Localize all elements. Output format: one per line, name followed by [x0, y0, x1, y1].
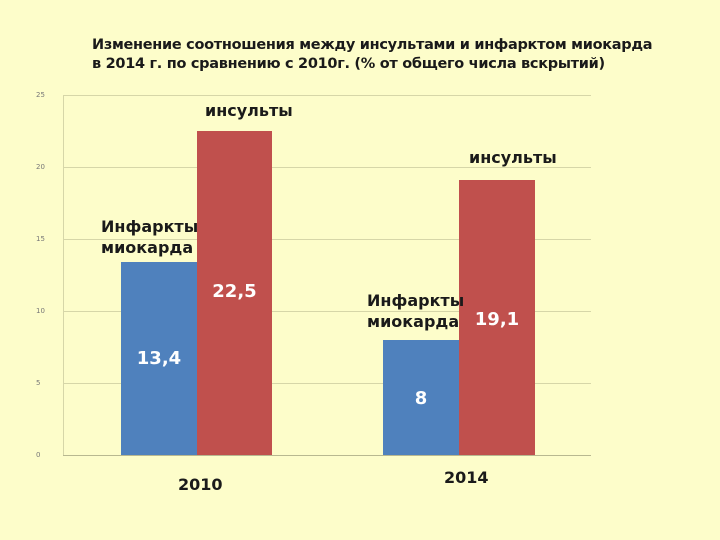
- y-tick-15: 15: [36, 235, 45, 243]
- y-tick-20: 20: [36, 163, 45, 171]
- gridline-25: [63, 95, 591, 96]
- bar-stroke-2014: 19,1: [459, 180, 535, 455]
- title-line-2: в 2014 г. по сравнению с 2010г. (% от об…: [92, 56, 605, 72]
- bar-infarct-2010: 13,4: [121, 262, 197, 455]
- bar-stroke-2010: 22,5: [197, 131, 272, 455]
- value-label: 22,5: [212, 281, 257, 302]
- value-label: 8: [414, 388, 428, 409]
- value-label: 19,1: [474, 309, 520, 330]
- label-line-2: миокарда: [101, 238, 194, 257]
- title-line-1: Изменение соотношения между инсультами и…: [92, 37, 653, 53]
- plot-area: 13,4 22,5 8 19,1: [63, 95, 591, 456]
- gridline-10: [63, 311, 591, 312]
- label-infarct-2014: Инфаркты миокарда: [367, 290, 464, 332]
- y-axis-line: [63, 95, 64, 455]
- y-tick-0: 0: [36, 451, 41, 459]
- x-category-2014: 2014: [444, 468, 489, 487]
- gridline-15: [63, 239, 591, 240]
- x-axis-baseline: [63, 455, 591, 456]
- y-tick-25: 25: [36, 91, 45, 99]
- value-label: 13,4: [136, 348, 182, 369]
- gridline-5: [63, 383, 591, 384]
- label-line-2: миокарда: [367, 312, 460, 331]
- label-infarct-2010: Инфаркты миокарда: [101, 216, 198, 258]
- label-line-1: Инфаркты: [367, 291, 465, 310]
- chart-title: Изменение соотношения между инсультами и…: [92, 36, 692, 74]
- bar-infarct-2014: 8: [383, 340, 459, 455]
- label-stroke-2010: инсульты: [205, 101, 293, 120]
- label-line-1: Инфаркты: [101, 217, 199, 236]
- label-stroke-2014: инсульты: [469, 148, 557, 167]
- y-tick-5: 5: [36, 379, 41, 387]
- x-category-2010: 2010: [178, 475, 223, 494]
- y-tick-10: 10: [36, 307, 45, 315]
- gridline-20: [63, 167, 591, 168]
